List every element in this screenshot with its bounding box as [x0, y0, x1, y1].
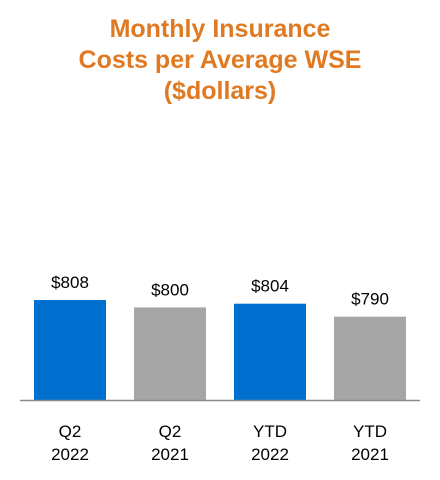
x-tick-label: 2021 [151, 445, 189, 464]
x-tick-label: YTD [253, 422, 287, 441]
bar [34, 300, 106, 400]
x-tick-label: 2021 [351, 445, 389, 464]
bar-value-label: $800 [151, 280, 189, 299]
x-tick-label: Q2 [159, 422, 182, 441]
chart-title: Monthly Insurance Costs per Average WSE … [0, 14, 440, 107]
bar-value-label: $790 [351, 290, 389, 309]
bar [134, 307, 206, 400]
bar-value-label: $808 [51, 273, 89, 292]
chart-title-line: ($dollars) [163, 77, 277, 105]
bar-value-label: $804 [251, 277, 289, 296]
x-tick-label: 2022 [251, 445, 289, 464]
bar [334, 316, 406, 400]
x-tick-label: YTD [353, 422, 387, 441]
x-tick-label: 2022 [51, 445, 89, 464]
bar [234, 303, 306, 400]
chart-title-line: Costs per Average WSE [78, 46, 362, 74]
x-tick-label: Q2 [59, 422, 82, 441]
chart-title-line: Monthly Insurance [109, 15, 331, 43]
